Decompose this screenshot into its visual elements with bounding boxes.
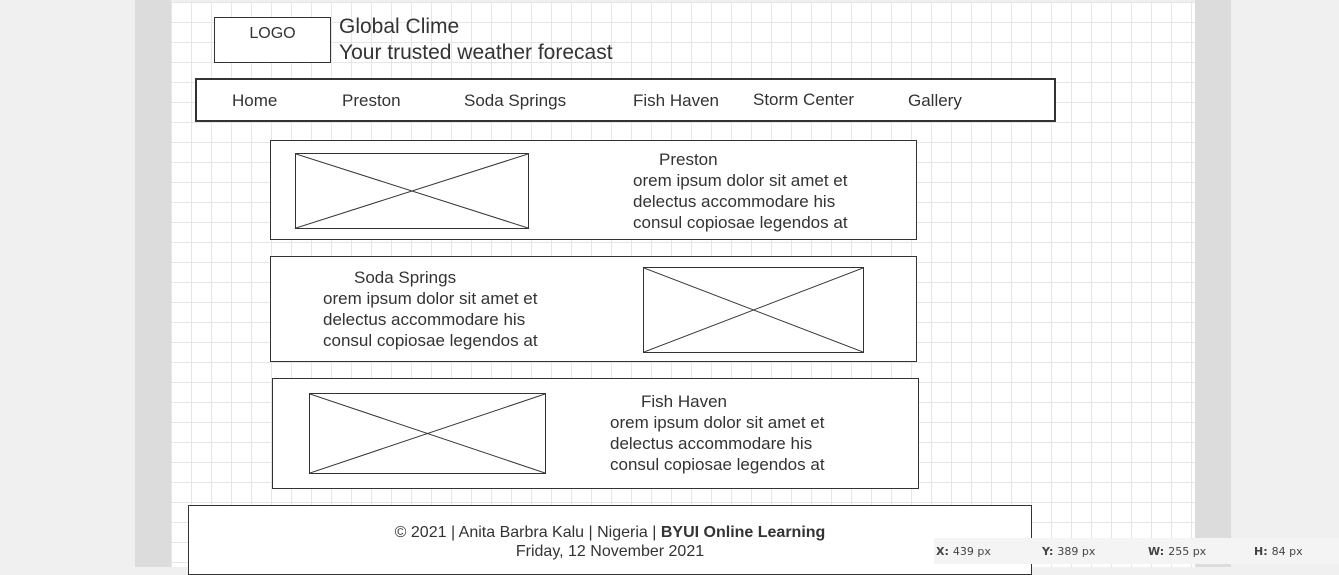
footer-copyright: © 2021 | Anita Barbra Kalu | Nigeria | <box>394 524 661 541</box>
card-line: consul copiosae legendos at <box>323 331 538 350</box>
card-line: orem ipsum dolor sit amet et <box>323 289 538 308</box>
status-h: H: 84 px <box>1244 538 1339 564</box>
card-line: delectus accommodare his <box>323 310 526 329</box>
card-title: Fish Haven <box>641 392 727 411</box>
status-h-label: H: <box>1254 544 1268 558</box>
image-placeholder <box>295 153 529 229</box>
card-line: orem ipsum dolor sit amet et <box>633 171 848 190</box>
left-margin <box>135 0 171 567</box>
card-line: consul copiosae legendos at <box>633 213 848 232</box>
card-title: Preston <box>659 150 718 169</box>
card-title: Soda Springs <box>354 268 457 287</box>
status-x: X: 439 px <box>934 538 1034 564</box>
status-w: W: 255 px <box>1138 538 1254 564</box>
card-soda-springs: Soda Springs orem ipsum dolor sit amet e… <box>270 256 917 362</box>
status-y: Y: 389 px <box>1032 538 1148 564</box>
right-margin <box>1195 0 1231 567</box>
nav-item-home[interactable]: Home <box>232 91 278 110</box>
site-subtitle: Your trusted weather forecast <box>339 41 613 64</box>
nav-item-preston[interactable]: Preston <box>342 91 401 110</box>
footer-org: BYUI Online Learning <box>660 524 826 541</box>
card-line: delectus accommodare his <box>633 192 836 211</box>
status-w-label: W: <box>1148 544 1165 558</box>
card-text: Soda Springs orem ipsum dolor sit amet e… <box>323 267 573 351</box>
image-placeholder <box>643 267 864 353</box>
card-fish-haven: Fish Haven orem ipsum dolor sit amet et … <box>272 378 919 489</box>
image-placeholder <box>309 393 546 474</box>
nav-item-soda-springs[interactable]: Soda Springs <box>464 91 567 110</box>
footer-date: Friday, 12 November 2021 <box>515 543 705 560</box>
status-x-value: 439 px <box>952 544 991 558</box>
card-line: orem ipsum dolor sit amet et <box>610 413 825 432</box>
card-text: Preston orem ipsum dolor sit amet et del… <box>633 149 873 233</box>
nav-item-fish-haven[interactable]: Fish Haven <box>633 91 719 110</box>
status-h-value: 84 px <box>1271 544 1303 558</box>
footer: © 2021 | Anita Barbra Kalu | Nigeria | B… <box>188 505 1032 575</box>
site-title: Global Clime <box>339 15 460 38</box>
nav-item-gallery[interactable]: Gallery <box>908 91 962 110</box>
card-line: consul copiosae legendos at <box>610 455 825 474</box>
card-line: delectus accommodare his <box>610 434 813 453</box>
site-title-block: Global Clime Your trusted weather foreca… <box>339 14 613 66</box>
nav-item-storm-center[interactable]: Storm Center <box>753 90 855 109</box>
wireframe-canvas: LOGO Global Clime Your trusted weather f… <box>171 2 1195 575</box>
card-text: Fish Haven orem ipsum dolor sit amet et … <box>610 391 860 475</box>
card-preston: Preston orem ipsum dolor sit amet et del… <box>270 140 917 240</box>
status-y-label: Y: <box>1042 544 1054 558</box>
logo-label: LOGO <box>249 25 296 42</box>
footer-copyright-line: © 2021 | Anita Barbra Kalu | Nigeria | B… <box>189 524 1031 542</box>
status-w-value: 255 px <box>1168 544 1207 558</box>
status-y-value: 389 px <box>1057 544 1096 558</box>
main-nav: Home Preston Soda Springs Fish Haven Sto… <box>195 78 1056 122</box>
status-x-label: X: <box>936 544 949 558</box>
logo-placeholder: LOGO <box>214 17 331 63</box>
